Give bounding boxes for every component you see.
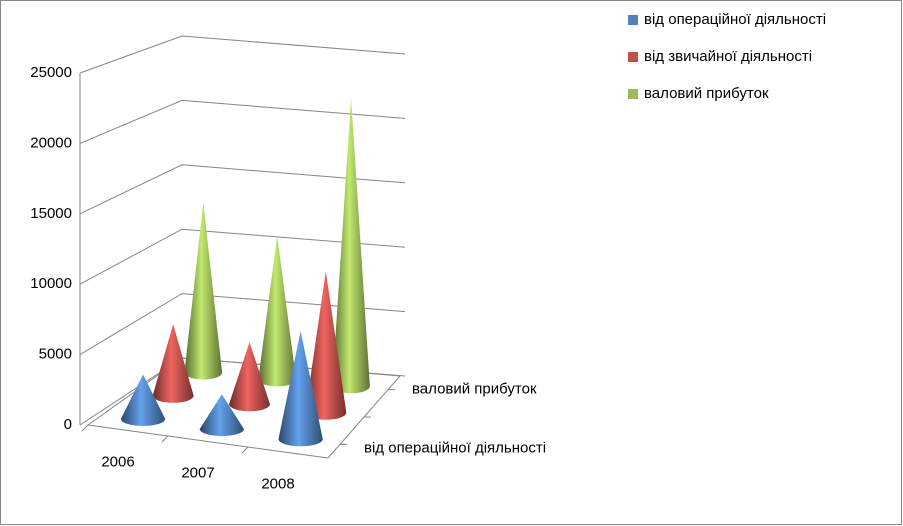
- legend-swatch: [628, 15, 638, 25]
- tick-mark: [161, 435, 169, 443]
- legend-swatch: [628, 52, 638, 62]
- cone: [199, 394, 244, 437]
- legend-label: валовий прибуток: [644, 85, 769, 102]
- cone: [258, 235, 296, 387]
- grid-line: [79, 164, 406, 215]
- cone: [278, 330, 323, 447]
- legend-swatch: [628, 89, 638, 99]
- grid-line: [79, 35, 406, 74]
- x-tick-label: 2006: [101, 453, 134, 470]
- grid-line: [79, 228, 406, 285]
- cone: [120, 374, 166, 426]
- depth-tick-label: від операційної діяльності: [364, 439, 546, 456]
- legend-label: від операційної діяльності: [644, 11, 826, 28]
- cone: [305, 271, 347, 420]
- axis-line: [87, 424, 329, 459]
- legend-label: від звичайної діяльності: [644, 48, 812, 65]
- y-tick-label: 10000: [30, 275, 72, 292]
- cone: [229, 342, 270, 412]
- grid-line: [79, 99, 406, 144]
- depth-tick-label: валовий прибуток: [412, 381, 537, 398]
- tick-mark: [81, 424, 89, 432]
- y-tick-label: 0: [64, 416, 72, 433]
- cone: [184, 202, 223, 380]
- tick-mark: [241, 446, 249, 454]
- y-tick-label: 5000: [39, 346, 72, 363]
- cone: [332, 98, 370, 394]
- cone: [152, 324, 194, 403]
- y-tick-label: 15000: [30, 205, 72, 222]
- x-tick-label: 2007: [181, 464, 214, 481]
- y-tick-label: 20000: [30, 134, 72, 151]
- x-tick-label: 2008: [261, 475, 294, 492]
- y-tick-label: 25000: [30, 64, 72, 81]
